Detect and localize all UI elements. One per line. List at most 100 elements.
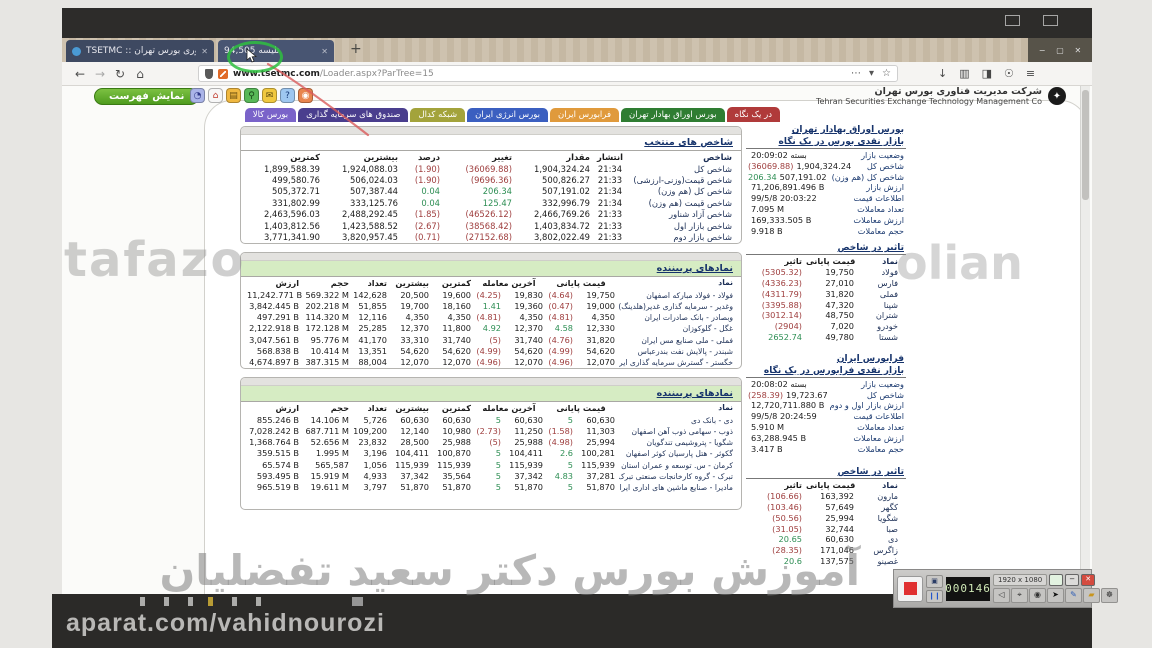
nav-tab-tse[interactable]: بورس اوراق بهادار تهران [621,108,725,122]
folder-icon[interactable]: ▰ [1083,588,1100,603]
recorder-window-icon[interactable] [1049,574,1064,586]
symbol-name-link[interactable]: دی - بانک دی [691,415,733,425]
bookmark-star-icon[interactable]: ☆ [882,68,891,79]
symbol-name-link[interactable]: دی [887,534,898,545]
menu-icon[interactable]: ≡ [1025,67,1036,80]
symbol-name-link[interactable]: شتران [875,310,898,321]
close-icon[interactable]: ✕ [1074,45,1082,55]
back-icon[interactable]: ← [74,66,86,81]
taskbar-folder-icon[interactable] [208,597,213,606]
symbol-name-link[interactable]: کرمان - س. توسعه و عمران استان کرمان [619,460,733,470]
reload-icon[interactable]: ↻ [114,66,126,81]
symbol-name-link[interactable]: شستا [878,331,898,342]
selected-indices-title[interactable]: شاخص های منتخب [241,135,741,151]
symbol-name-link[interactable]: فملی [879,288,898,299]
browser-tab-tsetmc[interactable]: TSETMC :: فناوری بورس تهران ✕ [66,40,214,62]
symbol-name-link[interactable]: گکوثر - هتل پارسیان کوثر اصفهان [625,449,733,459]
index-name-link[interactable]: شاخص آزاد شناور [669,209,732,220]
index-name-link[interactable]: شاخص قیمت(وزنی-ارزشی) [633,174,732,185]
taskbar-icon[interactable] [188,597,193,606]
screenshot-camera-icon[interactable]: ▣ [926,574,943,588]
fara-panel-title[interactable]: فرابورس ایران [836,353,904,364]
watched-symbols-title[interactable]: نمادهای پربیننده [241,386,741,403]
minimize-icon[interactable]: − [1038,45,1046,55]
bourse-glance-title[interactable]: بازار نقدی بورس در یک نگاه [746,136,906,149]
taskbar-icon[interactable] [256,597,261,606]
symbol-name-link[interactable]: مارون [877,491,898,502]
home-icon[interactable]: ⌂ [136,66,144,81]
watched-symbols-title[interactable]: نمادهای پربیننده [241,261,741,278]
symbol-name-link[interactable]: شپنا [883,299,898,310]
symbol-name-link[interactable]: خودرو [877,321,898,332]
settings-icon[interactable]: ☸ [1101,588,1118,603]
symbol-name-link[interactable]: فارس [877,277,898,288]
list-icon[interactable]: ▤ [226,88,241,103]
symbol-name-link[interactable]: فولاد - فولاد مبارکه اصفهان [646,290,733,300]
symbol-name-link[interactable]: تبرک - گروه کارخانجات صنعتی تبرک [619,471,733,481]
index-name-link[interactable]: شاخص کل (هم وزن) [657,186,732,197]
symbol-name-link[interactable]: شبندر - پالایش نفت بندرعباس [637,346,733,356]
webcam-icon[interactable]: ◉ [1029,588,1046,603]
symbol-name-link[interactable]: فملی - ملی صنایع مس ایران [641,335,733,345]
pencil-icon[interactable]: ✎ [1065,588,1082,603]
sidebar-icon[interactable]: ◨ [981,67,993,80]
symbol-name-link[interactable]: زاگرس [873,545,898,556]
index-name-link[interactable]: شاخص بازار دوم [673,231,732,242]
symbol-name-link[interactable]: شگویا [877,512,898,523]
index-name-link[interactable]: شاخص بازار اول [673,220,732,231]
symbol-name-link[interactable]: غگل - گلوکوزان [682,324,733,334]
downloads-icon[interactable]: ↓ [938,67,948,80]
symbol-name-link[interactable]: شگویا - پتروشیمی تندگویان [646,438,733,448]
taskbar-icon[interactable] [352,597,363,606]
taskbar-icon[interactable] [140,597,145,606]
taskbar-icon[interactable] [164,597,169,606]
nav-tab-codal-network[interactable]: شبکه کدال [410,108,466,122]
url-bar[interactable]: www.tsetmc.com/Loader.aspx?ParTree=15 ⋯ … [198,65,898,82]
microphone-icon[interactable]: ⌖ [1011,588,1028,603]
home-icon[interactable]: ⌂ [208,88,223,103]
maximize-icon[interactable]: ▢ [1056,45,1064,55]
search-icon[interactable]: ⚲ [244,88,259,103]
stop-recording-button[interactable] [897,575,923,602]
nav-tab-at-a-glance[interactable]: در یک نگاه [726,107,780,122]
symbol-name-link[interactable]: خگستر - گسترش سرمایه گذاری ایران خودرو [619,358,733,368]
bourse-impact-title[interactable]: تاثیر در شاخص [746,242,906,256]
shield-icon[interactable] [205,68,213,79]
library-icon[interactable]: ▥ [959,67,970,80]
clock-icon[interactable]: ◔ [190,88,205,103]
tab-close-icon[interactable]: ✕ [201,46,208,56]
index-name-link[interactable]: شاخص قیمت (هم وزن) [648,197,732,208]
fara-glance-title[interactable]: بازار نقدی فرابورس در یک نگاه [746,365,906,378]
symbol-name-link[interactable]: فولاد [881,267,898,278]
symbol-name-link[interactable]: کگهر [881,501,898,512]
bourse-panel-title[interactable]: بورس اوراق بهادار تهران [791,125,904,135]
pocket-icon[interactable]: ▾ [869,68,875,79]
fara-impact-title[interactable]: تاثیر در شاخص [746,466,906,480]
taskbar-icon[interactable] [232,597,237,606]
recorder-minimize-icon[interactable]: − [1065,574,1080,586]
extension-icon[interactable] [218,68,228,79]
symbol-name-link[interactable]: وغدیر - سرمایه گذاری غدیر(هلدینگ) [619,302,733,312]
symbol-name-link[interactable]: غصینو [877,555,898,566]
scrollbar-thumb[interactable] [1082,90,1089,200]
help-icon[interactable]: ? [280,88,295,103]
symbol-name-link[interactable]: صبا [886,523,898,534]
index-name-link[interactable]: شاخص کل [694,163,732,174]
forward-icon[interactable]: → [94,66,106,81]
symbol-name-link[interactable]: وبصادر - بانک صادرات ایران [644,313,733,323]
pause-icon[interactable]: ❙❙ [926,589,943,603]
recorder-close-icon[interactable]: ✕ [1081,574,1096,586]
symbol-name-link[interactable]: مادیرا - صنایع ماشین های اداری ایران [619,482,733,492]
nav-tab-commodity-exchange[interactable]: بورس کالا [244,108,297,122]
speaker-icon[interactable]: ◁ [993,588,1010,603]
nav-tab-farabourse[interactable]: فرابورس ایران [549,108,620,122]
symbol-name-link[interactable]: ذوب - سهامی ذوب آهن اصفهان [631,426,733,436]
tab-close-icon[interactable]: ✕ [321,46,328,56]
page-actions-icon[interactable]: ⋯ [851,68,861,79]
scrollbar[interactable] [1080,86,1090,600]
cursor-icon[interactable]: ➤ [1047,588,1064,603]
account-icon[interactable]: ☉ [1004,67,1014,80]
nav-tab-energy-exchange[interactable]: بورس انرژی ایران [467,108,548,122]
show-list-button[interactable]: نمایش فهرست [94,88,200,105]
nav-tab-investment-funds[interactable]: صندوق های سرمایه گذاری [298,108,409,122]
